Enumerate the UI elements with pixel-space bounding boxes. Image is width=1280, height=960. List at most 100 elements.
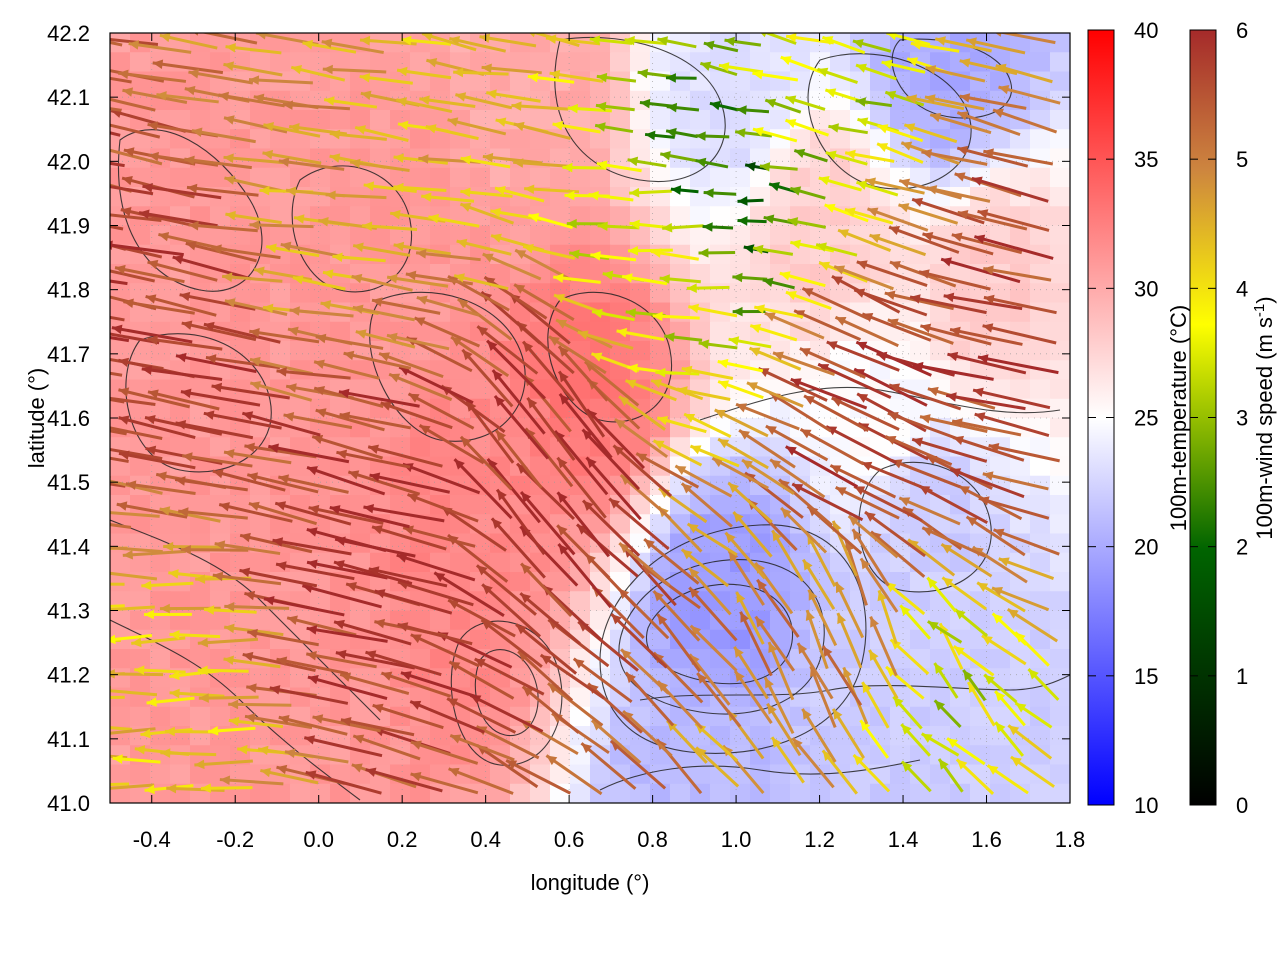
wind-arrow-head: [340, 717, 352, 727]
wind-arrow-shaft: [223, 450, 292, 465]
temperature-cell: [590, 206, 611, 227]
temperature-cell: [930, 783, 951, 803]
wind-arrow-head: [491, 518, 503, 529]
temperature-cell: [610, 437, 631, 458]
temperature-cell: [530, 71, 551, 92]
wind-arrow-head: [856, 180, 868, 190]
wind-arrow-shaft: [790, 377, 868, 410]
wind-arrow: [876, 142, 924, 164]
temperature-cell: [910, 783, 931, 803]
wind-arrow: [262, 149, 322, 165]
wind-arrow: [835, 486, 900, 520]
wind-arrow: [197, 637, 259, 648]
temperature-cell: [150, 514, 171, 535]
wind-arrow-head: [728, 550, 739, 562]
temperature-cell: [450, 668, 471, 689]
wind-arrow: [122, 549, 186, 560]
temperature-cell: [1050, 629, 1070, 650]
wind-arrow: [739, 611, 773, 677]
temperature-cell: [270, 129, 291, 150]
wind-arrow-head: [260, 767, 272, 778]
temperature-cell: [810, 110, 831, 130]
wind-arrow: [695, 746, 740, 788]
wind-arrow-head: [329, 505, 341, 515]
temperature-cell: [810, 321, 831, 342]
temperature-cell: [1050, 283, 1070, 304]
temperature-cell: [250, 706, 271, 727]
wind-arrow-shaft: [184, 157, 252, 170]
wind-arrow-shaft: [921, 526, 986, 558]
wind-arrow-head: [456, 238, 468, 249]
temperature-cell: [610, 514, 631, 535]
wind-arrow: [340, 717, 415, 737]
wind-arrow: [380, 401, 453, 430]
temperature-cell: [1050, 418, 1070, 438]
temperature-cell: [210, 206, 231, 227]
wind-arrow-shaft: [864, 178, 925, 195]
wind-arrow-head: [259, 185, 270, 196]
wind-arrow-head: [180, 544, 191, 555]
wind-arrow: [889, 638, 930, 675]
wind-arrow-shaft: [352, 305, 415, 322]
temperature-cell: [410, 437, 431, 458]
wind-arrow-head: [495, 185, 506, 196]
wind-arrow-shaft: [825, 425, 898, 465]
wind-arrow: [180, 544, 249, 555]
wind-arrow: [283, 412, 353, 430]
wind-arrow: [581, 428, 641, 491]
wind-arrow: [159, 506, 221, 523]
wind-arrow-head: [927, 577, 938, 589]
wind-arrow-head: [681, 365, 693, 376]
temperature-cell: [710, 783, 731, 803]
wind-arrow: [994, 690, 1026, 727]
wind-arrow-shaft: [307, 675, 388, 701]
wind-arrow-head: [819, 261, 831, 271]
wind-arrow-head: [175, 420, 187, 430]
wind-arrow: [402, 525, 476, 548]
wind-arrow-shaft: [656, 613, 702, 673]
wind-arrow: [428, 213, 480, 228]
wind-arrow-head: [984, 674, 995, 685]
temperature-cell: [370, 706, 391, 727]
temperature-cell: [750, 110, 771, 130]
wind-arrow-head: [222, 272, 233, 282]
temperature-cell: [1050, 552, 1070, 573]
wind-arrow-shaft: [490, 517, 546, 579]
temperature-cell: [1030, 495, 1051, 515]
wind-arrow: [825, 150, 868, 166]
wind-arrow-head: [808, 589, 818, 601]
wind-arrow: [418, 154, 481, 164]
wind-arrow: [686, 283, 730, 293]
wind-arrow-head: [836, 582, 845, 594]
wind-arrow: [556, 456, 607, 519]
wind-arrow: [393, 241, 451, 256]
temperature-cell: [210, 610, 231, 631]
wind-arrow: [110, 783, 155, 790]
wind-arrow-shaft: [212, 573, 282, 586]
wind-arrow: [627, 156, 667, 168]
wind-arrow-head: [952, 418, 963, 428]
temperature-cell: [210, 668, 231, 689]
wind-arrow: [352, 734, 421, 761]
wind-arrow: [727, 549, 765, 606]
wind-arrow-head: [885, 436, 897, 445]
wind-arrow: [610, 612, 668, 669]
wind-arrow: [349, 158, 410, 172]
terrain-contour: [450, 620, 563, 766]
wind-arrow-head: [515, 250, 527, 260]
temperature-cell: [990, 302, 1011, 323]
temperature-cell: [530, 745, 551, 766]
temperature-cell: [270, 552, 291, 573]
wind-arrow-head: [717, 358, 729, 369]
temperature-cell: [470, 206, 491, 227]
temperature-cell: [990, 591, 1011, 612]
wind-arrow: [826, 340, 900, 372]
wind-arrow-head: [275, 501, 287, 511]
temperature-cell: [610, 148, 631, 169]
wind-arrow-head: [335, 536, 346, 546]
wind-arrow-head: [785, 291, 797, 301]
temperature-cell: [950, 264, 971, 284]
temperature-cell: [1050, 398, 1070, 419]
wind-arrow-shaft: [338, 390, 420, 408]
temperature-cell: [450, 244, 471, 265]
